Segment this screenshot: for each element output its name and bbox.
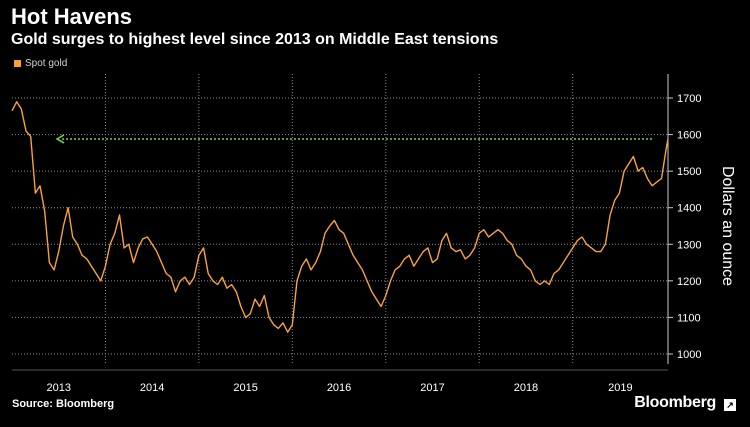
x-tick-label: 2019 [608,382,632,394]
y-tick-label: 1500 [677,166,701,178]
legend: Spot gold [14,58,67,69]
y-tick-label: 1600 [677,130,701,142]
y-tick-label: 1200 [677,276,701,288]
y-tick-label: 1400 [677,203,701,215]
bloomberg-logo: Bloomberg [634,394,716,411]
x-tick-label: 2014 [140,382,164,394]
legend-label: Spot gold [25,58,68,69]
x-tick-label: 2013 [46,382,70,394]
source-note: Source: Bloomberg [12,398,115,410]
y-tick-label: 1000 [677,349,701,361]
x-tick-label: 2018 [514,382,538,394]
chart-subtitle: Gold surges to highest level since 2013 … [11,31,499,48]
y-tick-label: 1300 [677,239,701,251]
annotation-arrowhead [55,134,65,144]
chart-title: Hot Havens [11,4,133,29]
y-tick-label: 1100 [677,312,701,324]
x-tick-label: 2015 [233,382,257,394]
legend-swatch [14,60,21,67]
x-tick-label: 2017 [420,382,444,394]
series-line-spot-gold [11,100,669,333]
bloomberg-logo-icon: ↗ [724,399,736,411]
y-tick-label: 1700 [677,93,701,105]
y-axis-label: Dollars an ounce [719,165,736,287]
x-tick-label: 2016 [327,382,351,394]
